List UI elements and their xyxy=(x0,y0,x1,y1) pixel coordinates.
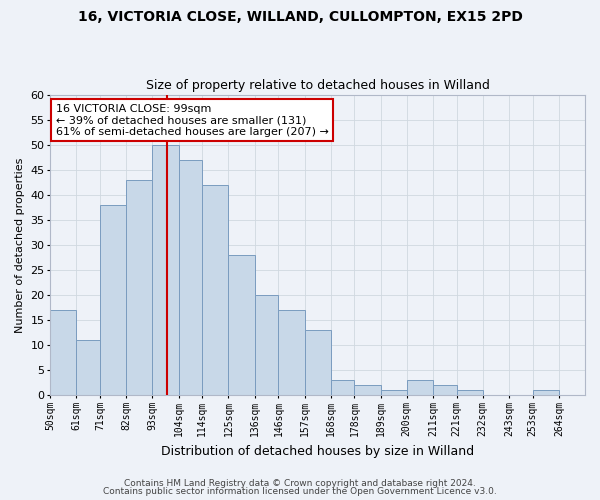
Bar xyxy=(305,330,331,396)
Bar xyxy=(433,386,457,396)
Bar xyxy=(457,390,483,396)
Bar xyxy=(254,295,278,396)
Bar xyxy=(50,310,76,396)
Bar xyxy=(331,380,355,396)
X-axis label: Distribution of detached houses by size in Willand: Distribution of detached houses by size … xyxy=(161,444,474,458)
Bar xyxy=(278,310,305,396)
Bar xyxy=(380,390,407,396)
Y-axis label: Number of detached properties: Number of detached properties xyxy=(15,158,25,332)
Bar xyxy=(76,340,100,396)
Bar xyxy=(179,160,202,396)
Bar xyxy=(533,390,559,396)
Bar xyxy=(152,144,179,396)
Text: Contains HM Land Registry data © Crown copyright and database right 2024.: Contains HM Land Registry data © Crown c… xyxy=(124,478,476,488)
Bar xyxy=(229,255,254,396)
Title: Size of property relative to detached houses in Willand: Size of property relative to detached ho… xyxy=(146,79,490,92)
Bar xyxy=(355,386,380,396)
Bar xyxy=(126,180,152,396)
Bar xyxy=(407,380,433,396)
Bar xyxy=(100,205,126,396)
Text: Contains public sector information licensed under the Open Government Licence v3: Contains public sector information licen… xyxy=(103,487,497,496)
Text: 16 VICTORIA CLOSE: 99sqm
← 39% of detached houses are smaller (131)
61% of semi-: 16 VICTORIA CLOSE: 99sqm ← 39% of detach… xyxy=(56,104,328,137)
Bar xyxy=(202,185,229,396)
Text: 16, VICTORIA CLOSE, WILLAND, CULLOMPTON, EX15 2PD: 16, VICTORIA CLOSE, WILLAND, CULLOMPTON,… xyxy=(77,10,523,24)
